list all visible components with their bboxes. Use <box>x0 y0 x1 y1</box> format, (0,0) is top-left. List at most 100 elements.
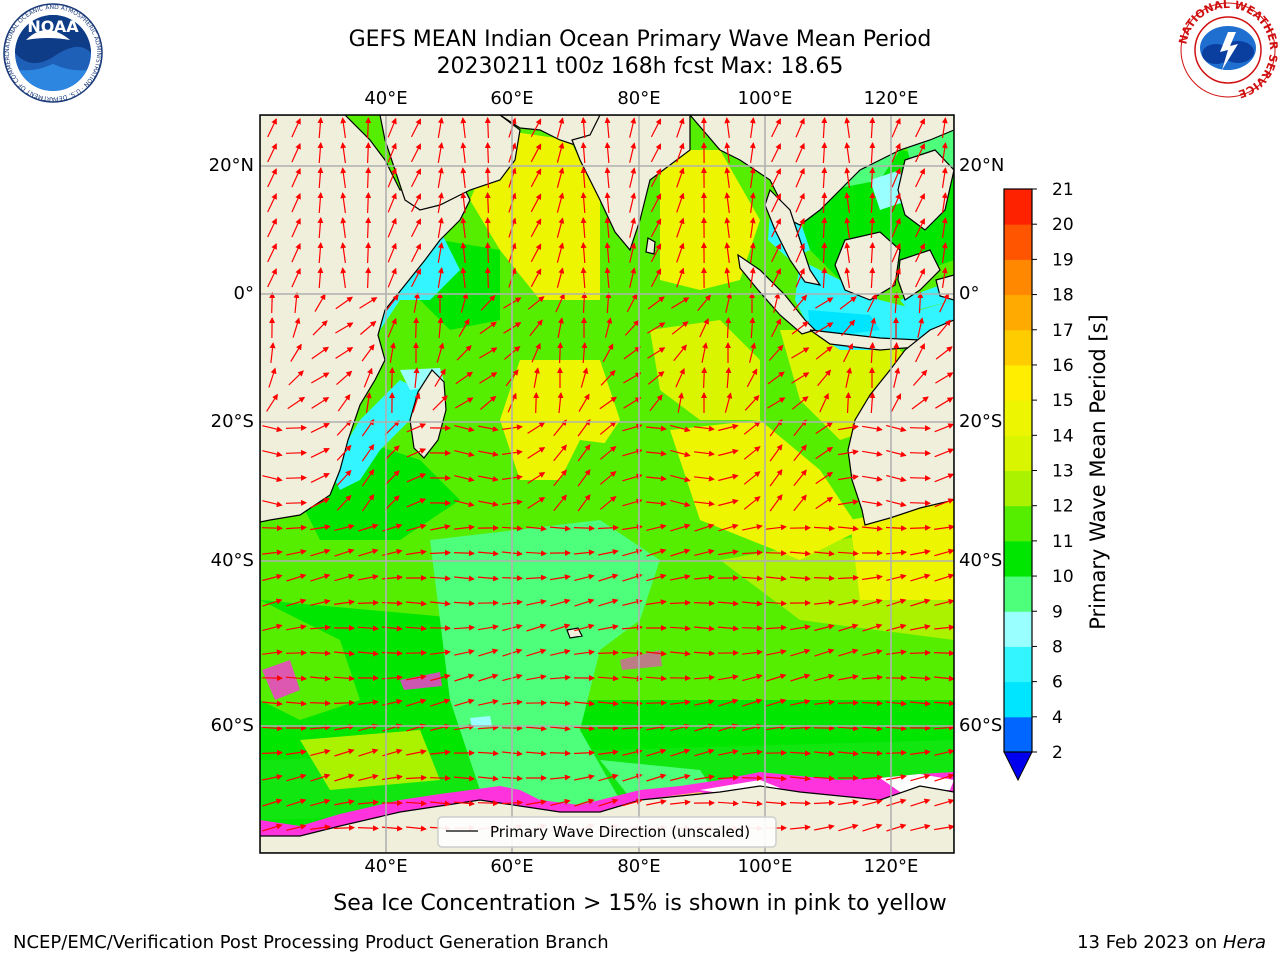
colorbar-segment <box>1004 259 1032 296</box>
wave-arrow <box>862 623 883 632</box>
lon-label-bottom-80e: 80°E <box>617 856 661 877</box>
wave-arrow <box>838 449 859 456</box>
wave-arrow <box>675 367 685 388</box>
borneo-land <box>834 231 901 301</box>
wave-arrow <box>357 825 379 832</box>
wave-arrow <box>291 192 301 213</box>
colorbar-segment <box>1004 505 1032 542</box>
wave-arrow <box>358 523 379 532</box>
wave-arrow <box>886 798 907 807</box>
wave-arrow <box>480 395 497 410</box>
wave-arrow <box>333 675 355 682</box>
map-area <box>260 115 954 853</box>
wave-arrow <box>886 474 907 483</box>
wave-arrow <box>646 773 667 782</box>
wave-arrow <box>285 524 307 531</box>
wave-arrow <box>430 600 451 607</box>
wave-arrow <box>477 575 499 582</box>
wave-arrow <box>410 118 422 138</box>
wave-arrow <box>530 268 542 288</box>
wave-arrow <box>815 346 833 360</box>
wave-arrow <box>309 650 331 657</box>
wave-arrow <box>291 217 301 238</box>
wave-arrow <box>262 798 283 807</box>
wave-arrow <box>598 549 619 556</box>
wave-arrow <box>311 372 330 384</box>
wave-arrow <box>844 217 851 238</box>
wave-arrow <box>768 344 784 361</box>
wave-arrow <box>909 700 931 707</box>
wave-arrow <box>645 675 667 682</box>
wave-arrow <box>676 267 685 288</box>
wave-arrow <box>598 798 619 807</box>
wave-arrow <box>862 425 883 432</box>
wave-arrow <box>317 167 324 189</box>
wave-arrow <box>694 450 715 457</box>
wave-arrow <box>626 293 638 313</box>
wave-arrow <box>478 673 499 682</box>
wave-arrow <box>813 775 835 782</box>
wave-arrow <box>437 267 444 289</box>
wave-arrow <box>650 243 662 263</box>
wave-arrow <box>718 473 739 482</box>
wave-arrow <box>743 496 761 510</box>
wave-arrow <box>935 372 954 384</box>
arrow-legend: Primary Wave Direction (unscaled) <box>437 816 777 848</box>
wave-arrow <box>285 449 307 456</box>
wave-arrow <box>915 143 925 163</box>
wave-arrow <box>406 749 427 756</box>
wave-arrow <box>267 143 277 163</box>
wave-arrow <box>285 499 307 506</box>
wave-arrow <box>453 600 475 607</box>
wave-arrow <box>477 550 499 557</box>
wave-arrow <box>841 319 856 336</box>
wave-arrow <box>580 117 587 139</box>
wave-arrow <box>413 292 420 313</box>
wave-arrow <box>361 344 375 362</box>
colorbar-segment <box>1004 400 1032 436</box>
wave-arrow <box>650 168 662 188</box>
wave-arrow <box>454 673 475 682</box>
wave-arrow <box>623 346 641 360</box>
wave-arrow <box>838 623 859 632</box>
wave-arrow <box>623 372 642 384</box>
colorbar-tick-label: 11 <box>1052 532 1074 552</box>
wave-arrow <box>556 267 565 288</box>
wave-arrow <box>815 446 834 460</box>
wave-arrow <box>629 217 637 238</box>
wave-arrow <box>553 444 567 462</box>
wave-arrow <box>337 393 351 412</box>
wave-arrow <box>581 292 588 314</box>
lat-label-right-20s: 20°S <box>959 411 1003 432</box>
wave-arrow <box>410 218 422 238</box>
wave-arrow <box>869 242 876 264</box>
wave-arrow <box>556 242 565 263</box>
wave-arrow <box>340 167 347 188</box>
wave-arrow <box>789 800 811 807</box>
colorbar-tick-label: 16 <box>1052 356 1074 376</box>
wave-arrow <box>291 142 301 163</box>
wave-arrow <box>604 242 611 264</box>
wave-arrow <box>365 267 372 289</box>
wave-arrow <box>861 700 883 707</box>
wave-arrow <box>484 142 491 164</box>
wave-arrow <box>646 748 667 757</box>
wave-arrow <box>406 423 427 433</box>
wave-arrow <box>597 649 619 656</box>
wave-arrow <box>771 193 781 213</box>
wave-arrow <box>771 218 781 238</box>
wave-arrow <box>941 267 948 288</box>
wave-arrow <box>597 700 619 707</box>
wave-arrow <box>455 397 474 409</box>
wave-arrow <box>910 573 931 582</box>
wave-arrow <box>484 242 491 264</box>
wave-arrow <box>604 117 611 139</box>
wave-arrow <box>773 292 781 313</box>
wave-arrow <box>340 217 347 238</box>
wave-arrow <box>670 574 691 581</box>
wave-arrow <box>694 425 715 432</box>
wave-arrow <box>286 823 307 831</box>
wave-arrow <box>262 425 283 433</box>
wave-arrow <box>286 749 307 756</box>
wave-arrow <box>909 425 931 432</box>
